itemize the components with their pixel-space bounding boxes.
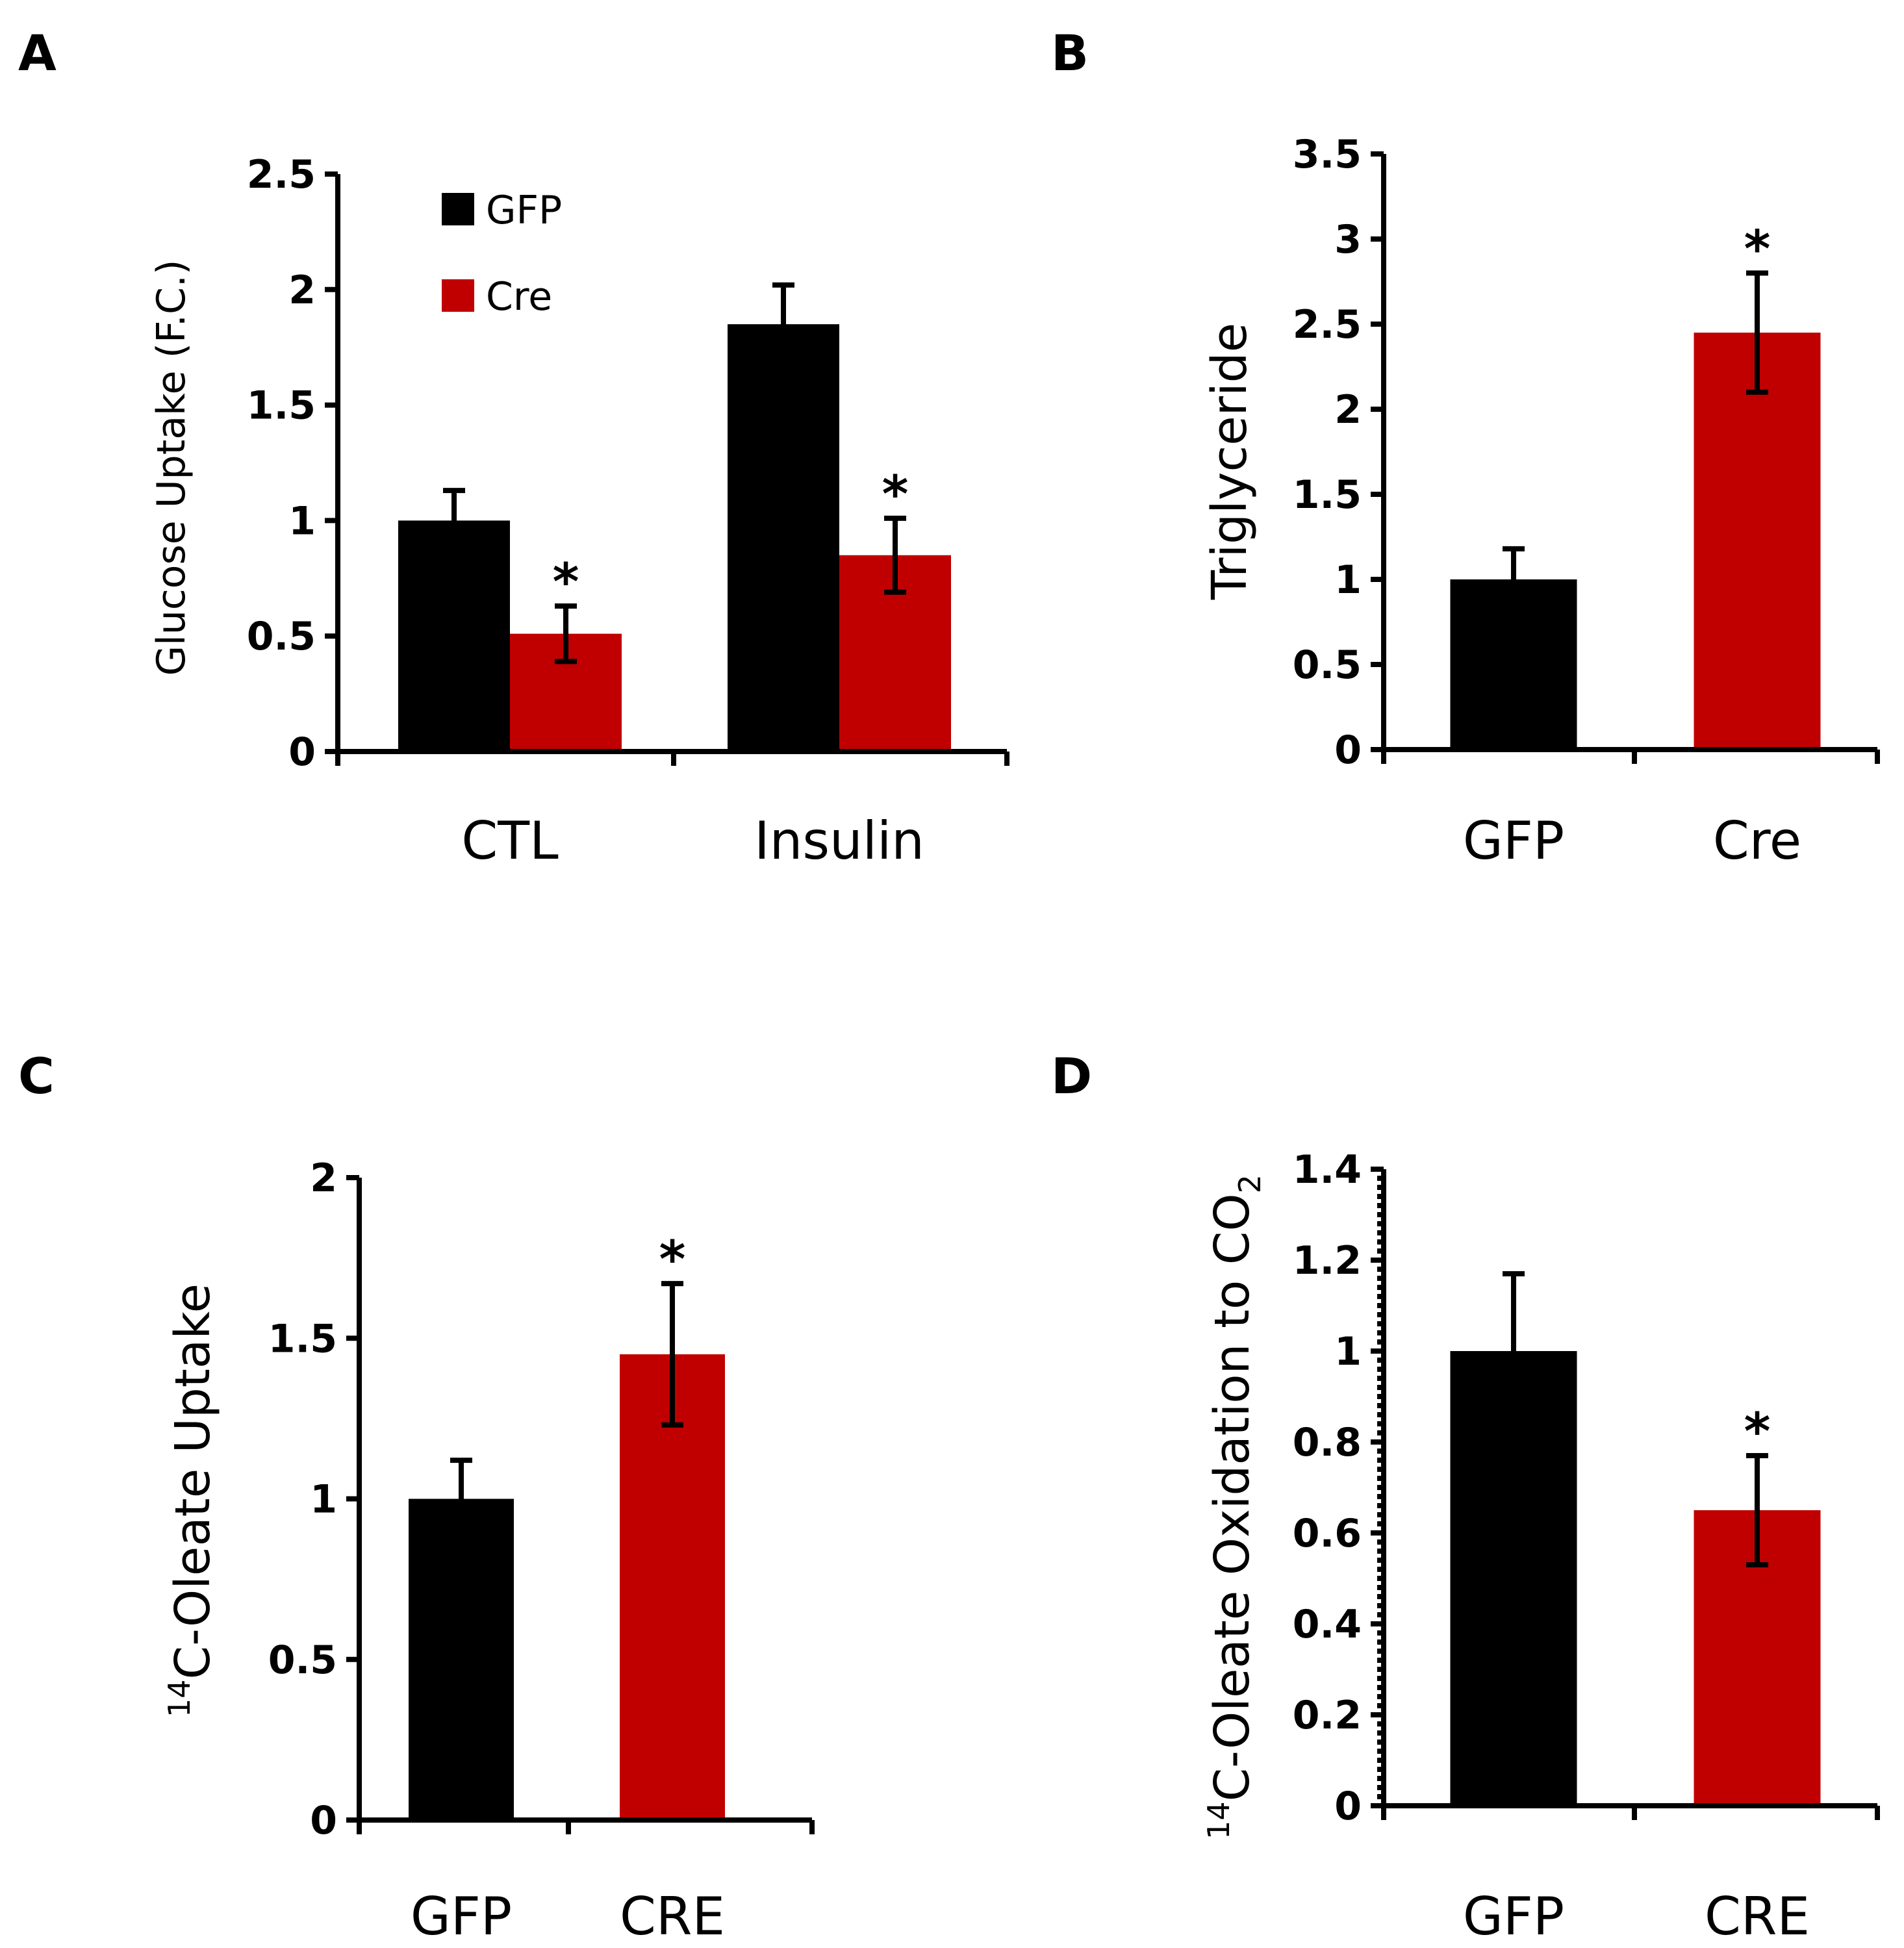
x-category-label: Cre — [1713, 811, 1801, 871]
y-axis-title-c: 14C-Oleate Uptake — [162, 1284, 221, 1717]
gfp-bar — [409, 1499, 514, 1820]
y-tick-label: 0 — [288, 729, 316, 775]
x-category-label: CTL — [461, 811, 559, 871]
y-tick-label: 0.2 — [1293, 1693, 1362, 1738]
y-axis-label-d-main: C-Oleate Oxidation to CO — [1204, 1193, 1260, 1801]
bars-d: * — [1450, 1271, 1821, 1806]
panel-d: D 14C-Oleate Oxidation to CO2 0 0.2 0.4 0.6… — [1051, 1047, 1880, 1947]
y-tick-label: 1.4 — [1293, 1147, 1362, 1193]
gfp-ctl-bar — [398, 520, 510, 752]
legend-a: GFP Cre — [442, 188, 562, 320]
y-axis-ticks-d: 0 0.2 0.4 0.6 0.8 1 1.2 1.4 — [1293, 1147, 1386, 1829]
legend-label-gfp: GFP — [486, 188, 562, 233]
bars-a: ** — [398, 282, 951, 752]
y-tick-label: 0.8 — [1293, 1420, 1362, 1465]
y-tick-label: 0 — [1334, 1784, 1362, 1829]
y-tick-label: 0 — [1334, 727, 1362, 773]
bars-c: * — [409, 1231, 725, 1820]
x-axis-a: CTL Insulin — [325, 749, 1009, 871]
y-axis-ticks-c: 0 0.5 1 1.5 2 — [268, 1156, 362, 1843]
panel-letter-c: C — [18, 1047, 55, 1105]
panel-letter-a: A — [18, 24, 57, 82]
x-category-label: GFP — [411, 1886, 512, 1947]
y-axis-ticks-a: 0 0.5 1 1.5 2 2.5 — [247, 152, 340, 775]
cre-significance-star: * — [659, 1231, 686, 1289]
legend-swatch-gfp — [442, 193, 474, 225]
y-axis-title-b: Triglyceride — [1202, 323, 1258, 600]
y-tick-label: 1.5 — [268, 1316, 337, 1361]
bars-b: * — [1450, 220, 1821, 750]
legend-swatch-cre — [442, 279, 474, 312]
x-axis-c: GFP CRE — [346, 1817, 815, 1947]
cre-insulin-significance-star: * — [882, 466, 909, 524]
y-tick-label: 0.4 — [1293, 1602, 1362, 1647]
y-tick-label: 2 — [1334, 387, 1362, 433]
y-tick-label: 2.5 — [247, 152, 316, 197]
cre-bar — [1694, 333, 1821, 750]
y-tick-label: 0.5 — [1293, 642, 1362, 688]
x-category-label: GFP — [1463, 1886, 1564, 1947]
cre-ctl-significance-star: * — [553, 553, 579, 612]
y-tick-label: 1 — [310, 1477, 337, 1523]
y-axis-label-a: Glucose Uptake (F.C.) — [149, 260, 194, 676]
y-tick-label: 2 — [288, 268, 316, 313]
cre-bar — [620, 1354, 725, 1820]
y-tick-label: 3.5 — [1293, 132, 1362, 177]
y-axis-label-c-sup: 14 — [162, 1679, 197, 1717]
y-tick-label: 1 — [1334, 557, 1362, 603]
y-axis-label-d-sup: 14 — [1201, 1801, 1236, 1840]
x-axis-b: GFP Cre — [1371, 747, 1880, 871]
y-axis-title-d: 14C-Oleate Oxidation to CO2 — [1201, 1174, 1267, 1840]
y-axis-label-d-sub: 2 — [1232, 1174, 1267, 1193]
y-axis-label-b: Triglyceride — [1202, 323, 1258, 600]
panel-b: B Triglyceride 0 0.5 1 1.5 2 2.5 3 3.5 * GFP Cre — [1051, 24, 1880, 871]
y-tick-label: 1.2 — [1293, 1238, 1362, 1284]
y-axis-label-c-main: C-Oleate Uptake — [165, 1284, 221, 1679]
y-tick-label: 3 — [1334, 217, 1362, 262]
panel-letter-d: D — [1051, 1047, 1092, 1105]
x-category-label: CRE — [620, 1886, 725, 1947]
x-category-label: Insulin — [754, 811, 924, 871]
y-tick-label: 0.5 — [247, 614, 316, 659]
y-axis-label-d: 14C-Oleate Oxidation to CO2 — [1201, 1174, 1267, 1840]
y-tick-label: 1 — [288, 498, 316, 544]
gfp-insulin-bar — [728, 324, 839, 752]
y-tick-label: 0.5 — [268, 1638, 337, 1683]
cre-significance-star: * — [1744, 220, 1771, 279]
y-tick-label: 1.5 — [247, 383, 316, 429]
y-tick-label: 0.6 — [1293, 1511, 1362, 1556]
cre-significance-star: * — [1744, 1403, 1771, 1461]
y-tick-label: 0 — [310, 1798, 337, 1843]
y-tick-label: 1.5 — [1293, 472, 1362, 518]
y-axis-ticks-b: 0 0.5 1 1.5 2 2.5 3 3.5 — [1293, 132, 1386, 773]
x-category-label: CRE — [1705, 1886, 1810, 1947]
panel-letter-b: B — [1051, 24, 1089, 82]
y-axis-title-a: Glucose Uptake (F.C.) — [149, 260, 194, 676]
y-tick-label: 2.5 — [1293, 302, 1362, 348]
y-axis-label-c: 14C-Oleate Uptake — [162, 1284, 221, 1717]
panel-a: A Glucose Uptake (F.C.) 00.511.522.5 ** … — [18, 24, 1009, 871]
panel-c: C 14C-Oleate Uptake 0 0.5 1 1.5 2 * GFP CRE — [18, 1047, 815, 1947]
y-tick-label: 1 — [1334, 1329, 1362, 1374]
y-tick-label: 2 — [310, 1156, 337, 1201]
x-category-label: GFP — [1463, 811, 1564, 871]
legend-label-cre: Cre — [486, 274, 552, 320]
x-axis-d: GFP CRE — [1371, 1803, 1880, 1947]
